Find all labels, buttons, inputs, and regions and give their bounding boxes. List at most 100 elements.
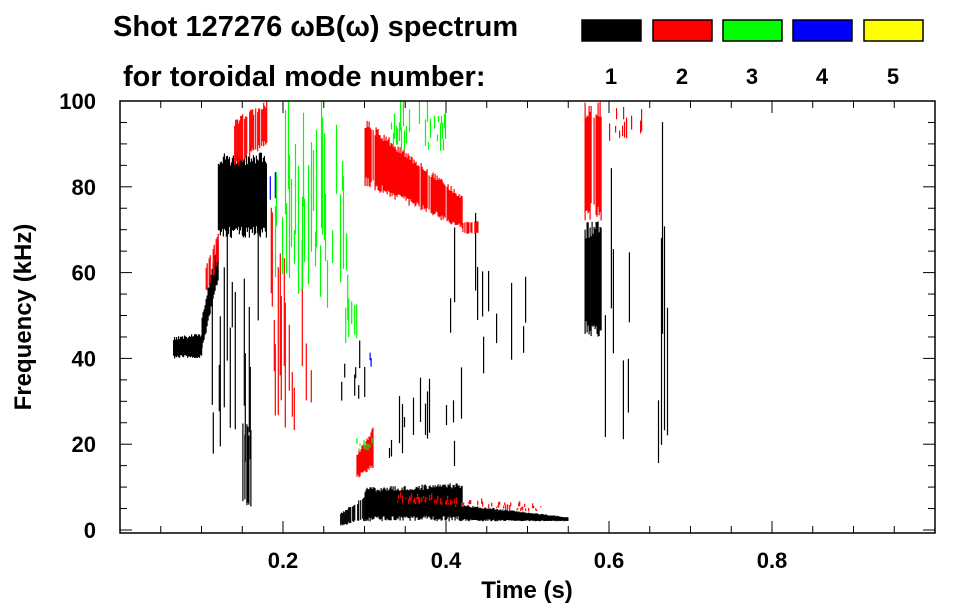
spectral-mark-mode-2 xyxy=(389,145,391,197)
spectral-mark-mode-1 xyxy=(511,510,513,521)
spectral-mark-mode-3 xyxy=(310,142,313,252)
spectral-mark-mode-2 xyxy=(266,101,268,143)
spectral-mark-mode-1 xyxy=(354,374,356,396)
spectral-mark-mode-1 xyxy=(265,163,267,238)
spectral-mark-mode-1 xyxy=(500,509,502,521)
spectral-mark-mode-2 xyxy=(497,505,499,507)
spectral-mark-mode-1 xyxy=(483,508,485,521)
spectral-mark-mode-1 xyxy=(595,221,597,327)
spectral-mark-mode-1 xyxy=(504,509,506,521)
legend: 1 2 3 4 5 xyxy=(581,19,924,89)
spectral-mark-mode-3 xyxy=(371,437,373,444)
spectral-mark-mode-2 xyxy=(588,106,590,212)
spectral-mark-mode-2 xyxy=(450,499,452,505)
spectral-mark-mode-2 xyxy=(271,212,273,307)
spectral-mark-mode-1 xyxy=(534,513,536,522)
spectral-mark-mode-1 xyxy=(394,486,396,521)
spectral-mark-mode-1 xyxy=(419,489,421,520)
spectral-mark-mode-2 xyxy=(274,344,276,416)
spectral-mark-mode-2 xyxy=(499,501,501,505)
spectral-mark-mode-2 xyxy=(409,495,411,501)
spectral-mark-mode-1 xyxy=(464,505,466,519)
spectral-mark-mode-3 xyxy=(427,141,430,151)
spectral-mark-mode-3 xyxy=(320,101,323,228)
spectral-mark-mode-3 xyxy=(354,305,356,335)
spectral-mark-mode-1 xyxy=(563,517,565,522)
spectral-mark-mode-1 xyxy=(212,412,214,454)
spectral-mark-mode-1 xyxy=(248,157,250,238)
spectral-mark-mode-1 xyxy=(264,161,266,232)
spectral-mark-mode-1 xyxy=(414,488,416,521)
spectral-mark-mode-2 xyxy=(368,436,370,470)
spectral-mark-mode-2 xyxy=(391,143,393,196)
spectral-mark-mode-1 xyxy=(195,334,197,358)
spectral-mark-mode-2 xyxy=(624,121,626,138)
spectral-mark-mode-2 xyxy=(397,146,399,195)
spectral-mark-mode-2 xyxy=(408,155,410,206)
y-axis-label: Frequency (kHz) xyxy=(10,224,37,411)
spectral-mark-mode-1 xyxy=(188,337,190,357)
spectral-mark-mode-1 xyxy=(586,222,588,333)
spectral-mark-mode-1 xyxy=(258,153,260,236)
spectral-mark-mode-2 xyxy=(264,105,266,142)
spectral-mark-mode-2 xyxy=(411,157,413,203)
spectral-mark-mode-1 xyxy=(628,252,630,323)
spectral-mark-mode-2 xyxy=(585,117,587,211)
spectral-mark-mode-1 xyxy=(530,513,532,521)
spectral-mark-mode-2 xyxy=(398,495,400,499)
spectral-mark-mode-3 xyxy=(351,301,353,325)
spectral-mark-mode-1 xyxy=(365,489,367,521)
spectral-mark-mode-1 xyxy=(220,161,222,232)
spectral-mark-mode-3 xyxy=(341,161,344,191)
spectral-mark-mode-1 xyxy=(564,517,566,521)
spectral-mark-mode-1 xyxy=(593,226,595,326)
spectral-mark-mode-2 xyxy=(476,221,478,233)
spectral-mark-mode-1 xyxy=(599,227,601,331)
spectral-mark-mode-1 xyxy=(218,364,220,412)
spectral-mark-mode-2 xyxy=(450,186,452,225)
spectral-mark-mode-1 xyxy=(453,440,456,466)
spectral-mark-mode-3 xyxy=(363,440,365,449)
spectral-mark-mode-1 xyxy=(398,490,400,517)
spectral-mark-mode-2 xyxy=(619,130,621,138)
spectral-mark-mode-2 xyxy=(640,120,642,134)
spectral-mark-mode-3 xyxy=(437,116,440,123)
spectral-mark-mode-1 xyxy=(341,512,343,525)
spectral-mark-mode-1 xyxy=(463,505,465,520)
spectral-mark-mode-1 xyxy=(598,232,600,336)
spectral-mark-mode-1 xyxy=(174,337,176,359)
spectral-mark-mode-2 xyxy=(438,177,440,218)
spectral-mark-mode-2 xyxy=(279,253,281,376)
spectral-mark-mode-2 xyxy=(466,221,468,234)
spectral-mark-mode-2 xyxy=(424,499,426,502)
spectral-mark-mode-1 xyxy=(192,336,194,358)
spectral-mark-mode-2 xyxy=(358,450,360,478)
spectral-mark-mode-1 xyxy=(216,250,218,286)
spectral-mark-mode-1 xyxy=(515,511,517,521)
spectral-mark-mode-1 xyxy=(363,497,365,521)
spectral-mark-mode-1 xyxy=(256,159,258,234)
spectral-mark-mode-3 xyxy=(436,134,439,142)
spectral-mark-mode-1 xyxy=(358,385,360,399)
spectral-mark-mode-1 xyxy=(380,488,382,519)
spectral-mark-mode-3 xyxy=(396,128,399,145)
spectral-mark-mode-1 xyxy=(175,339,177,357)
spectral-mark-mode-1 xyxy=(493,508,495,520)
spectral-mark-mode-1 xyxy=(604,315,606,437)
spectral-mark-mode-1 xyxy=(229,165,231,237)
spectral-mark-mode-1 xyxy=(567,517,569,521)
spectral-mark-mode-1 xyxy=(242,423,244,502)
spectral-mark-mode-2 xyxy=(293,387,295,430)
spectral-mark-mode-2 xyxy=(593,117,595,205)
spectral-mark-mode-2 xyxy=(440,178,442,221)
spectral-mark-mode-1 xyxy=(248,306,250,433)
y-tick-label: 40 xyxy=(72,346,96,371)
spectral-mark-mode-1 xyxy=(547,515,549,521)
x-tick-label: 0.2 xyxy=(268,548,299,573)
spectral-mark-mode-2 xyxy=(255,108,257,150)
spectral-mark-mode-1 xyxy=(518,511,520,521)
spectral-mark-mode-2 xyxy=(385,136,387,192)
spectral-mark-mode-2 xyxy=(432,172,434,216)
spectral-mark-mode-1 xyxy=(357,504,359,521)
spectral-mark-mode-2 xyxy=(241,115,243,161)
